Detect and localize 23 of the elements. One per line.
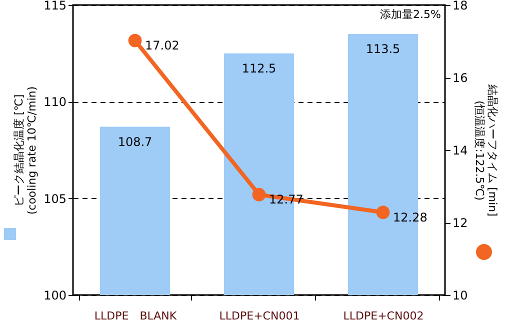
y-tick-label: 115	[44, 0, 66, 12]
x-tick-label: LLDPE+CN001	[219, 310, 300, 320]
y-tick-label: 105	[44, 192, 66, 206]
x-tick-label: LLDPE+CN002	[343, 310, 424, 320]
data-label: 17.02	[145, 38, 180, 53]
y-tick-label: 110	[44, 95, 66, 110]
y-axis-title: ピーク結晶化温度 [℃] (cooling rate 10℃/min)	[12, 86, 39, 215]
x-tick-label: LLDPE BLANK	[94, 310, 178, 320]
y2-tick-label: 14	[452, 144, 468, 158]
point	[252, 188, 266, 202]
y-tick-label: 100	[44, 288, 66, 302]
data-label: 12.28	[393, 210, 428, 224]
point	[128, 34, 142, 48]
y2-tick-label: 12	[452, 216, 468, 230]
point	[376, 206, 390, 220]
data-label: 108.7	[118, 134, 152, 149]
data-label: 112.5	[242, 61, 276, 76]
annotation: 添加量2.5%	[380, 8, 441, 21]
y2-tick-label: 16	[452, 71, 468, 85]
y2-tick-label: 10	[452, 288, 468, 302]
y2-axis-title: 結晶化ハーフタイム [min] (恒温温度:122.5℃)	[472, 84, 499, 216]
y2-tick-label: 18	[452, 0, 468, 12]
data-label: 113.5	[366, 42, 400, 56]
